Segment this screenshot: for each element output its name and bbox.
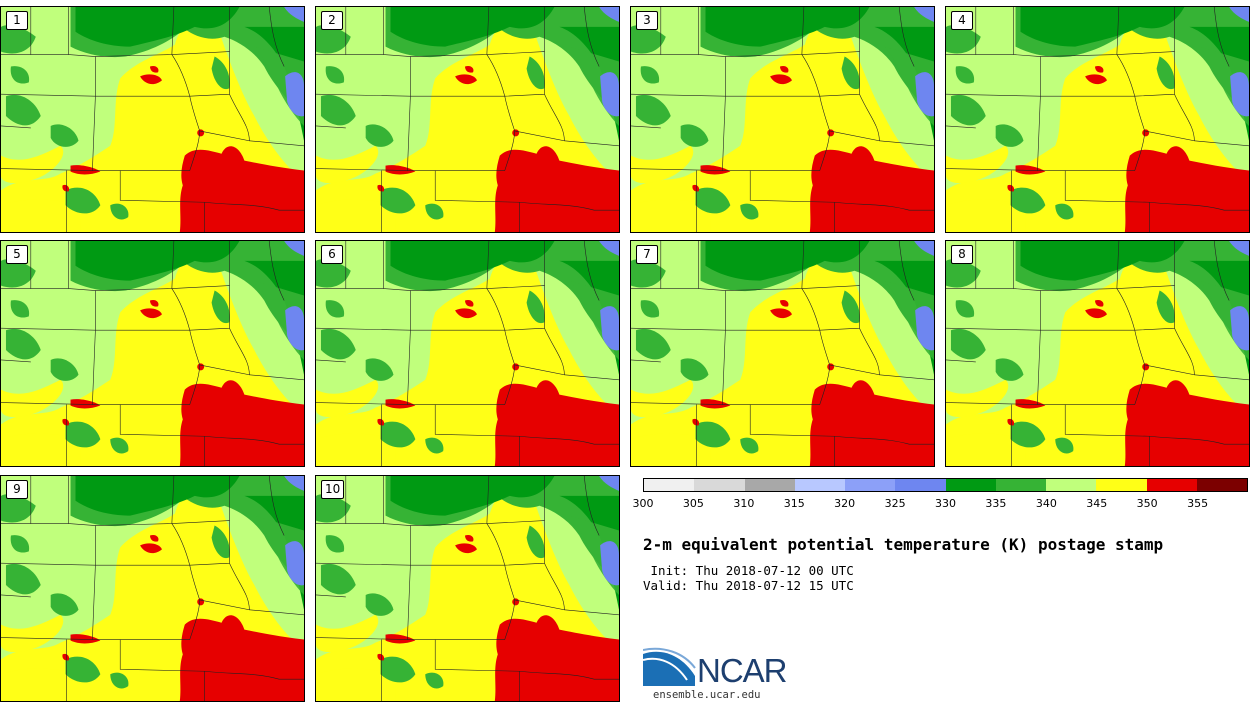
member-label: 2 (321, 11, 343, 30)
member-panel-4: 4 (945, 6, 1250, 233)
member-panel-3: 3 (630, 6, 935, 233)
member-panel-9: 9 (0, 475, 305, 702)
map-image (631, 241, 934, 466)
member-panel-1: 1 (0, 6, 305, 233)
member-label: 8 (951, 245, 973, 264)
colorbar-tick-label: 355 (1187, 497, 1209, 510)
member-label: 1 (6, 11, 28, 30)
member-panel-2: 2 (315, 6, 620, 233)
map-image (946, 7, 1249, 232)
colorbar-tick-label: 350 (1136, 497, 1158, 510)
colorbar-tick-label: 335 (985, 497, 1007, 510)
member-label: 9 (6, 480, 28, 499)
map-image (316, 476, 619, 701)
colorbar-tick-label: 315 (783, 497, 805, 510)
member-panel-8: 8 (945, 240, 1250, 467)
colorbar-segment (694, 479, 745, 491)
colorbar-segment (644, 479, 695, 491)
colorbar-segment (945, 479, 996, 491)
colorbar-ticks: 300 305 310 315 320 325 330 335 340 345 350 355 (633, 497, 1248, 511)
member-panel-6: 6 (315, 240, 620, 467)
colorbar-tick-label: 300 (632, 497, 654, 510)
member-panel-7: 7 (630, 240, 935, 467)
colorbar-segment (794, 479, 845, 491)
map-image (1, 7, 304, 232)
map-image (631, 7, 934, 232)
colorbar-segment (1096, 479, 1147, 491)
member-label: 7 (636, 245, 658, 264)
colorbar-segment (1146, 479, 1197, 491)
map-image (1, 241, 304, 466)
member-panel-10: 10 (315, 475, 620, 702)
map-image (1, 476, 304, 701)
member-label: 5 (6, 245, 28, 264)
colorbar-segment (1196, 479, 1247, 491)
colorbar (643, 478, 1248, 492)
member-panel-5: 5 (0, 240, 305, 467)
colorbar-segment (744, 479, 795, 491)
colorbar-segment (995, 479, 1046, 491)
ncar-logo-icon (643, 647, 696, 686)
init-time: Init: Thu 2018-07-12 00 UTC (643, 563, 854, 578)
logo-url: ensemble.ucar.edu (653, 689, 761, 701)
map-image (316, 241, 619, 466)
member-label: 10 (321, 480, 345, 499)
page-title: 2-m equivalent potential temperature (K)… (643, 535, 1164, 554)
colorbar-segment (895, 479, 946, 491)
colorbar-segment (845, 479, 896, 491)
member-label: 6 (321, 245, 343, 264)
map-image (946, 241, 1249, 466)
colorbar-tick-label: 310 (733, 497, 755, 510)
colorbar-tick-label: 325 (884, 497, 906, 510)
valid-time: Valid: Thu 2018-07-12 15 UTC (643, 578, 854, 593)
colorbar-segment (1046, 479, 1097, 491)
colorbar-tick-label: 340 (1035, 497, 1057, 510)
member-label: 3 (636, 11, 658, 30)
colorbar-tick-label: 305 (682, 497, 704, 510)
colorbar-tick-label: 345 (1086, 497, 1108, 510)
colorbar-tick-label: 330 (935, 497, 956, 510)
map-image (316, 7, 619, 232)
member-label: 4 (951, 11, 973, 30)
colorbar-tick-label: 320 (834, 497, 856, 510)
logo-text: NCAR (697, 652, 788, 689)
